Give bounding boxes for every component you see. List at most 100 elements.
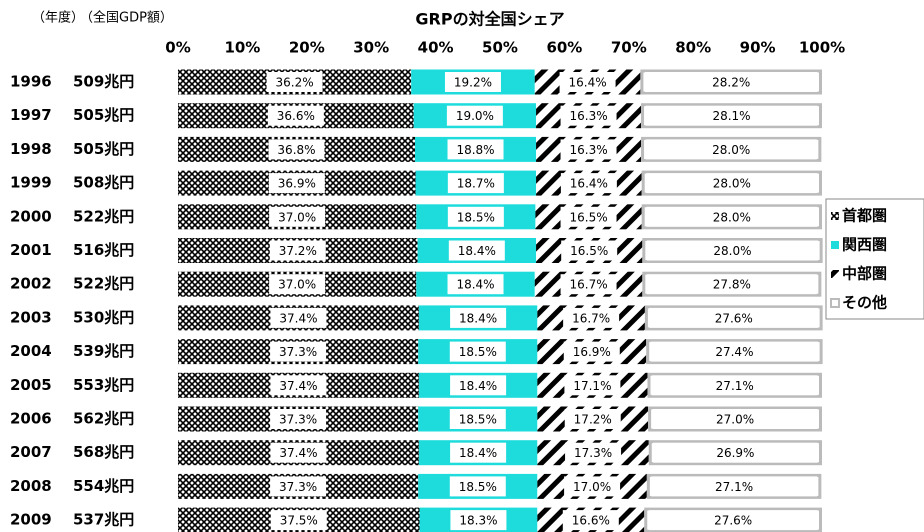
x-tick-label: 0%	[165, 39, 190, 57]
data-label: 17.3%	[574, 446, 612, 460]
label-box	[560, 206, 617, 227]
data-label: 28.0%	[713, 177, 751, 191]
data-label: 27.6%	[715, 311, 753, 325]
label-box	[267, 105, 324, 126]
category-sublabel: 516兆円	[73, 241, 134, 259]
data-label: 36.8%	[277, 143, 315, 157]
legend-swatch	[831, 241, 839, 249]
label-box	[560, 274, 617, 295]
category-sublabel: 522兆円	[73, 275, 134, 293]
data-label: 26.9%	[716, 446, 754, 460]
data-label: 18.4%	[458, 244, 496, 258]
data-label: 18.7%	[457, 177, 495, 191]
data-label: 19.0%	[456, 109, 494, 123]
x-tick-label: 80%	[675, 39, 711, 57]
data-label: 18.5%	[459, 413, 497, 427]
header-label: （年度）	[32, 10, 84, 26]
x-tick-label: 90%	[740, 39, 776, 57]
category-label: 2009	[10, 511, 52, 529]
legend-label: その他	[842, 294, 887, 312]
category-label: 2005	[10, 376, 52, 394]
legend-swatch	[831, 270, 839, 278]
category-label: 2008	[10, 477, 52, 495]
label-box	[564, 476, 621, 497]
x-tick-label: 30%	[353, 39, 389, 57]
label-box	[651, 375, 818, 396]
label-box	[646, 173, 818, 194]
label-box	[563, 307, 620, 328]
data-label: 16.5%	[569, 210, 607, 224]
data-label: 16.9%	[573, 345, 611, 359]
data-label: 37.4%	[279, 311, 317, 325]
data-label: 28.1%	[712, 109, 750, 123]
label-box	[562, 510, 619, 531]
data-label: 18.4%	[459, 379, 497, 393]
category-sublabel: 505兆円	[73, 140, 134, 158]
label-box	[269, 274, 326, 295]
label-box	[644, 72, 818, 92]
label-box	[444, 72, 501, 92]
label-box	[649, 307, 819, 328]
data-label: 37.4%	[279, 379, 317, 393]
label-box	[446, 105, 503, 126]
category-label: 2006	[10, 410, 52, 428]
chart-title: GRPの対全国シェア	[415, 10, 564, 29]
data-label: 16.7%	[569, 278, 607, 292]
legend-swatch	[831, 212, 839, 220]
label-box	[646, 274, 817, 295]
label-box	[449, 476, 506, 497]
label-box	[269, 240, 326, 261]
label-box	[564, 409, 621, 429]
data-label: 37.0%	[278, 210, 316, 224]
data-label: 27.1%	[716, 379, 754, 393]
data-label: 16.5%	[570, 244, 608, 258]
label-box	[270, 375, 327, 396]
label-box	[447, 206, 504, 227]
data-label: 37.3%	[279, 413, 317, 427]
x-tick-label: 70%	[611, 39, 647, 57]
label-box	[270, 307, 327, 328]
data-label: 27.6%	[714, 514, 752, 528]
category-sublabel: 539兆円	[73, 342, 134, 360]
label-box	[645, 139, 817, 160]
label-box	[561, 240, 618, 261]
label-box	[450, 442, 507, 463]
label-box	[449, 409, 506, 429]
x-tick-label: 20%	[289, 39, 325, 57]
label-box	[560, 105, 617, 126]
label-box	[270, 442, 327, 463]
category-label: 2001	[10, 241, 52, 259]
data-label: 19.2%	[454, 76, 492, 90]
category-sublabel: 568兆円	[73, 443, 134, 461]
category-label: 2007	[10, 443, 52, 461]
data-label: 16.6%	[572, 514, 610, 528]
category-label: 2000	[10, 207, 52, 225]
label-box	[563, 341, 620, 362]
data-label: 28.0%	[712, 143, 750, 157]
label-box	[648, 510, 818, 531]
label-box	[450, 307, 507, 328]
label-box	[270, 409, 327, 429]
data-label: 16.3%	[569, 109, 607, 123]
label-box	[266, 72, 323, 92]
label-box	[270, 476, 327, 497]
data-label: 18.4%	[459, 311, 497, 325]
category-label: 1996	[10, 73, 52, 91]
label-box	[268, 139, 325, 160]
label-box	[447, 274, 504, 295]
data-label: 18.4%	[459, 446, 497, 460]
data-label: 28.0%	[713, 244, 751, 258]
data-label: 28.2%	[712, 76, 750, 90]
x-tick-label: 10%	[224, 39, 260, 57]
label-box	[450, 510, 507, 531]
data-label: 18.3%	[459, 514, 497, 528]
data-label: 37.4%	[279, 446, 317, 460]
data-label: 16.3%	[569, 143, 607, 157]
label-box	[653, 442, 818, 463]
category-sublabel: 554兆円	[73, 477, 134, 495]
label-box	[450, 375, 507, 396]
category-label: 1999	[10, 174, 52, 192]
legend-label: 中部圏	[842, 265, 887, 283]
data-label: 36.6%	[277, 109, 315, 123]
label-box	[652, 409, 818, 429]
